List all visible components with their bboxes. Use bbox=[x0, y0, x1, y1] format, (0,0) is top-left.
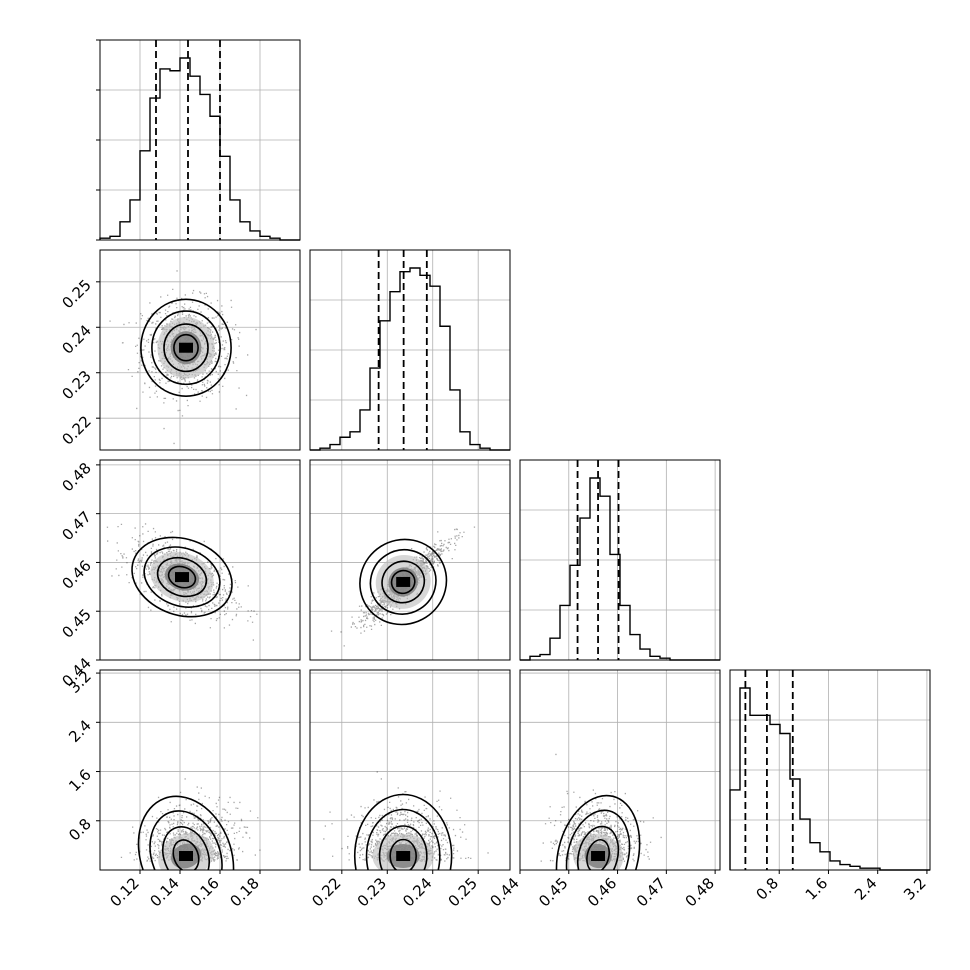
x-tick-label: 0.12 bbox=[106, 874, 142, 910]
panel-frame bbox=[99, 669, 301, 871]
panel-content bbox=[310, 670, 510, 870]
contour-line bbox=[565, 809, 631, 870]
y-tick-label: 0.45 bbox=[58, 605, 94, 641]
x-tick-label: 0.47 bbox=[633, 874, 669, 910]
contour-line bbox=[156, 556, 208, 598]
panel-content bbox=[100, 460, 300, 660]
scatter-panel-0-3 bbox=[99, 669, 301, 871]
density-peak bbox=[396, 576, 411, 587]
y-tick-label: 2.4 bbox=[65, 716, 95, 746]
x-tick-label: 0.45 bbox=[535, 874, 571, 910]
contour-line bbox=[167, 565, 197, 589]
contour-line bbox=[390, 569, 416, 595]
histogram-panel-0 bbox=[96, 39, 301, 241]
x-tick-label: 0.16 bbox=[186, 874, 222, 910]
scatter-panel-0-2 bbox=[99, 459, 301, 661]
x-tick-label: 1.6 bbox=[802, 874, 832, 904]
contour-line bbox=[140, 298, 232, 397]
contour-line bbox=[149, 810, 223, 870]
histogram-steps bbox=[99, 57, 300, 241]
contour-line bbox=[162, 826, 210, 870]
contour-line bbox=[137, 795, 235, 870]
density-peak bbox=[396, 851, 411, 861]
scatter-points bbox=[323, 771, 489, 862]
x-tick-label: 0.44 bbox=[486, 874, 522, 910]
y-tick-label: 0.22 bbox=[58, 412, 94, 448]
histogram-panel-1 bbox=[309, 249, 511, 451]
panel-content bbox=[310, 460, 510, 660]
contour-line bbox=[369, 548, 437, 615]
contour-line bbox=[131, 536, 233, 618]
panel-content bbox=[100, 250, 300, 450]
density-peak bbox=[179, 851, 193, 861]
x-tick-label: 0.46 bbox=[584, 874, 620, 910]
histogram-steps bbox=[729, 687, 930, 871]
density-peak bbox=[175, 572, 189, 583]
x-tick-label: 0.22 bbox=[308, 874, 344, 910]
y-tick-label: 0.8 bbox=[65, 815, 95, 845]
panel-frame bbox=[99, 249, 301, 451]
contour-line bbox=[586, 838, 611, 870]
contour-line bbox=[172, 839, 200, 870]
scatter-panel-0-1 bbox=[99, 249, 301, 451]
histogram-panel-2 bbox=[519, 459, 721, 661]
contour-line bbox=[576, 825, 620, 870]
contour-line bbox=[353, 793, 453, 870]
x-tick-label: 0.48 bbox=[682, 874, 718, 910]
contour-line bbox=[555, 794, 641, 870]
y-tick-label: 0.48 bbox=[58, 459, 94, 495]
panel-content bbox=[520, 670, 720, 870]
scatter-panel-1-2 bbox=[309, 459, 511, 661]
contour-line bbox=[163, 323, 209, 373]
x-tick-label: 0.25 bbox=[445, 874, 481, 910]
contour-line bbox=[381, 560, 426, 604]
contour-line bbox=[173, 333, 199, 362]
panel-frame bbox=[309, 669, 511, 871]
density-peak bbox=[591, 851, 606, 861]
contour-line bbox=[359, 538, 448, 626]
contour-line bbox=[389, 838, 417, 870]
x-tick-label: 0.14 bbox=[146, 874, 182, 910]
x-tick-label: 0.23 bbox=[354, 874, 390, 910]
x-tick-label: 2.4 bbox=[851, 874, 881, 904]
panel-frame bbox=[729, 669, 931, 871]
histogram-steps bbox=[310, 267, 510, 451]
y-tick-label: 0.24 bbox=[58, 321, 94, 357]
y-tick-label: 0.25 bbox=[58, 276, 94, 312]
scatter-panel-1-3 bbox=[309, 669, 511, 871]
y-tick-label: 0.47 bbox=[58, 508, 94, 544]
panel-frame bbox=[99, 459, 301, 661]
panel-frame bbox=[309, 459, 511, 661]
panel-frame bbox=[519, 669, 721, 871]
contour-line bbox=[378, 825, 428, 870]
histogram-panel-3 bbox=[729, 669, 931, 871]
x-tick-label: 0.18 bbox=[226, 874, 262, 910]
x-tick-label: 0.24 bbox=[399, 874, 435, 910]
y-tick-label: 1.6 bbox=[65, 766, 95, 796]
histogram-steps bbox=[520, 477, 720, 661]
panel-frame bbox=[519, 459, 721, 661]
y-tick-label: 0.46 bbox=[58, 557, 94, 593]
contour-line bbox=[365, 808, 441, 870]
x-tick-label: 3.2 bbox=[900, 874, 930, 904]
x-tick-label: 0.8 bbox=[752, 874, 782, 904]
contour-line bbox=[143, 546, 221, 608]
panel-frame bbox=[309, 249, 511, 451]
scatter-panel-2-3 bbox=[519, 669, 721, 871]
density-peak bbox=[179, 342, 193, 353]
contour-line bbox=[151, 310, 221, 386]
panel-content bbox=[100, 670, 300, 870]
scatter-points bbox=[540, 753, 662, 862]
y-tick-label: 0.23 bbox=[58, 367, 94, 403]
